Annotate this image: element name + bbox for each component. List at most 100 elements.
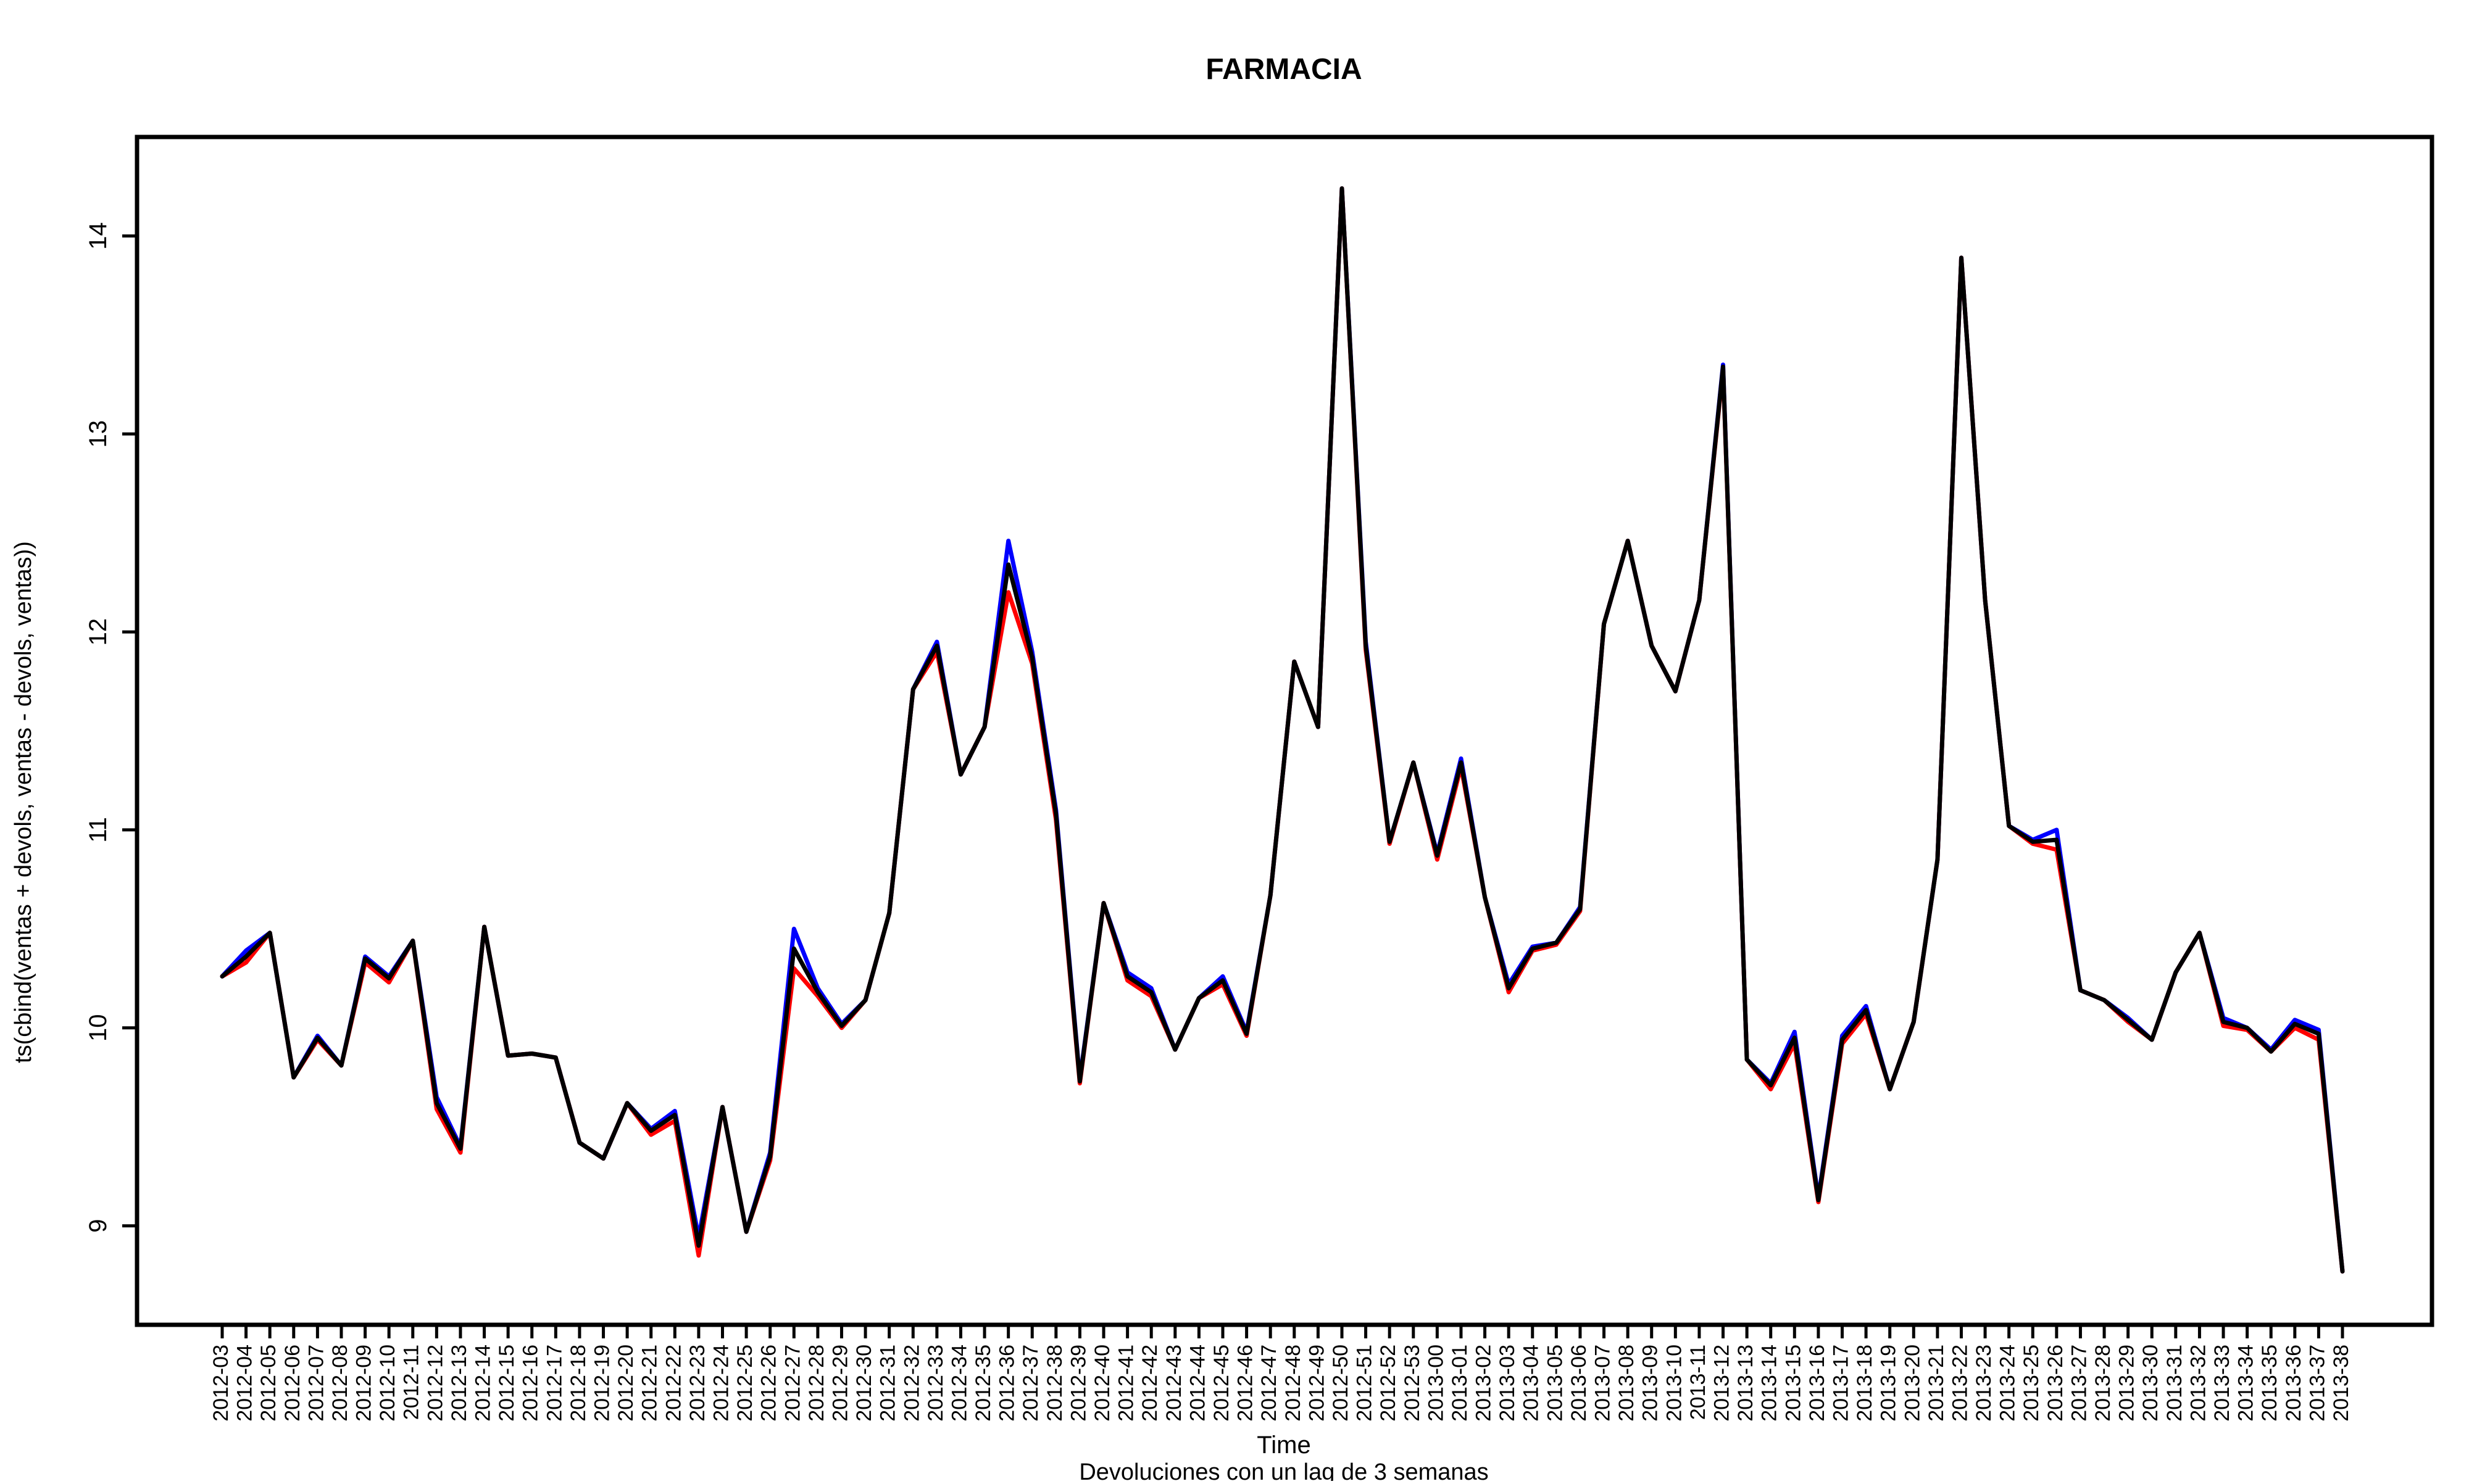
x-tick-label: 2012-25 <box>733 1345 757 1422</box>
x-tick-label: 2012-05 <box>257 1345 280 1422</box>
x-tick-label: 2013-12 <box>1710 1345 1734 1422</box>
x-tick-label: 2012-39 <box>1067 1345 1090 1422</box>
x-tick-label: 2012-34 <box>947 1345 971 1422</box>
x-tick-label: 2012-31 <box>876 1345 900 1422</box>
x-tick-label: 2013-22 <box>1948 1345 1971 1422</box>
x-tick-label: 2012-26 <box>757 1345 781 1422</box>
x-tick-label: 2013-15 <box>1781 1345 1805 1422</box>
series-line-0 <box>220 186 2345 1274</box>
x-tick-label: 2012-03 <box>209 1345 233 1422</box>
x-tick-label: 2012-08 <box>328 1345 352 1422</box>
x-tick-label: 2013-20 <box>1901 1345 1924 1422</box>
x-tick-label: 2013-11 <box>1686 1345 1710 1420</box>
x-tick-label: 2013-08 <box>1615 1345 1638 1422</box>
series-line-2 <box>220 186 2345 1274</box>
x-tick-label: 2013-29 <box>2115 1345 2139 1422</box>
x-tick-label: 2012-17 <box>543 1345 566 1422</box>
x-tick-label: 2013-19 <box>1877 1345 1901 1422</box>
x-tick-label: 2013-18 <box>1853 1345 1876 1422</box>
x-tick-label: 2012-47 <box>1257 1345 1281 1422</box>
x-tick-label: 2012-43 <box>1162 1345 1186 1422</box>
x-tick-label: 2012-38 <box>1043 1345 1067 1422</box>
x-tick-label: 2012-29 <box>828 1345 852 1422</box>
series-layer <box>220 186 2345 1274</box>
x-tick-label: 2013-05 <box>1543 1345 1567 1422</box>
x-tick-label: 2013-16 <box>1805 1345 1829 1422</box>
x-tick-label: 2012-46 <box>1234 1345 1257 1422</box>
x-tick-label: 2012-09 <box>352 1345 376 1422</box>
x-tick-label: 2012-44 <box>1186 1345 1209 1422</box>
x-tick-label: 2013-28 <box>2091 1345 2115 1422</box>
x-axis-label: Time <box>1257 1432 1310 1459</box>
x-tick-label: 2012-24 <box>709 1345 733 1422</box>
x-tick-label: 2012-06 <box>281 1345 304 1422</box>
y-tick-label: 11 <box>85 817 112 843</box>
x-tick-label: 2013-37 <box>2305 1345 2329 1422</box>
x-tick-label: 2012-12 <box>423 1345 447 1422</box>
x-tick-label: 2012-14 <box>472 1345 495 1422</box>
x-tick-label: 2013-38 <box>2330 1345 2353 1422</box>
x-tick-label: 2012-22 <box>662 1345 685 1422</box>
x-tick-label: 2013-21 <box>1925 1345 1948 1422</box>
x-tick-label: 2012-52 <box>1376 1345 1400 1422</box>
x-tick-label: 2013-09 <box>1639 1345 1662 1422</box>
x-tick-label: 2013-23 <box>1972 1345 1996 1422</box>
x-tick-label: 2012-04 <box>233 1345 257 1422</box>
x-tick-label: 2013-00 <box>1424 1345 1447 1422</box>
x-tick-label: 2013-24 <box>1996 1345 2020 1422</box>
x-tick-label: 2013-27 <box>2067 1345 2091 1422</box>
x-tick-label: 2012-15 <box>495 1345 518 1422</box>
y-tick-label: 12 <box>85 618 112 646</box>
x-tick-label: 2013-06 <box>1567 1345 1591 1422</box>
y-axis-label: ts(cbind(ventas + devols, ventas - devol… <box>10 541 36 1063</box>
series-line-1 <box>220 186 2345 1274</box>
x-tick-label: 2012-19 <box>591 1345 614 1422</box>
x-tick-label: 2013-35 <box>2258 1345 2281 1422</box>
x-tick-label: 2012-23 <box>686 1345 709 1422</box>
x-tick-label: 2012-28 <box>805 1345 828 1422</box>
x-tick-label: 2012-36 <box>996 1345 1019 1422</box>
x-tick-label: 2013-34 <box>2234 1345 2258 1422</box>
x-tick-label: 2013-04 <box>1520 1345 1543 1422</box>
x-tick-label: 2012-35 <box>972 1345 995 1422</box>
x-tick-label: 2013-33 <box>2210 1345 2234 1422</box>
x-tick-label: 2012-16 <box>519 1345 543 1422</box>
x-tick-label: 2012-07 <box>304 1345 328 1422</box>
x-tick-label: 2012-41 <box>1115 1345 1138 1422</box>
y-tick-label: 9 <box>85 1219 112 1232</box>
x-tick-label: 2012-45 <box>1210 1345 1233 1422</box>
x-tick-label: 2012-53 <box>1401 1345 1424 1422</box>
y-axis: 9 10 11 12 13 14 <box>85 222 137 1233</box>
x-tick-label: 2012-27 <box>781 1345 804 1422</box>
x-tick-label: 2013-32 <box>2186 1345 2210 1422</box>
x-tick-label: 2012-32 <box>900 1345 923 1422</box>
x-tick-label: 2012-13 <box>448 1345 471 1422</box>
x-tick-label: 2012-50 <box>1329 1345 1352 1422</box>
chart-subtitle: Devoluciones con un lag de 3 semanas <box>1079 1459 1488 1481</box>
x-tick-label: 2012-48 <box>1281 1345 1305 1422</box>
x-tick-label: 2012-30 <box>852 1345 876 1422</box>
x-tick-label: 2012-20 <box>614 1345 638 1422</box>
x-tick-label: 2012-21 <box>638 1345 662 1422</box>
x-tick-label: 2012-40 <box>1091 1345 1114 1422</box>
x-tick-label: 2012-18 <box>567 1345 590 1422</box>
x-tick-label: 2012-10 <box>376 1345 399 1422</box>
x-tick-label: 2013-14 <box>1758 1345 1781 1422</box>
x-axis: 2012-03 2012-04 2012-05 2012-06 2012-07 2012-… <box>209 1325 2353 1422</box>
x-tick-label: 2013-01 <box>1448 1345 1472 1422</box>
x-tick-label: 2012-11 <box>400 1345 423 1420</box>
chart-title: FARMACIA <box>1205 53 1362 86</box>
y-tick-label: 10 <box>85 1014 112 1042</box>
x-tick-label: 2013-36 <box>2282 1345 2305 1422</box>
x-tick-label: 2013-02 <box>1472 1345 1496 1422</box>
x-tick-label: 2012-37 <box>1019 1345 1043 1422</box>
x-tick-label: 2013-03 <box>1496 1345 1519 1422</box>
plot-frame <box>135 135 2434 1327</box>
x-tick-label: 2012-33 <box>924 1345 947 1422</box>
x-tick-label: 2013-30 <box>2139 1345 2162 1422</box>
x-tick-label: 2012-49 <box>1305 1345 1328 1422</box>
x-tick-label: 2013-17 <box>1829 1345 1852 1422</box>
x-tick-label: 2012-51 <box>1353 1345 1376 1422</box>
y-tick-label: 13 <box>85 420 112 448</box>
